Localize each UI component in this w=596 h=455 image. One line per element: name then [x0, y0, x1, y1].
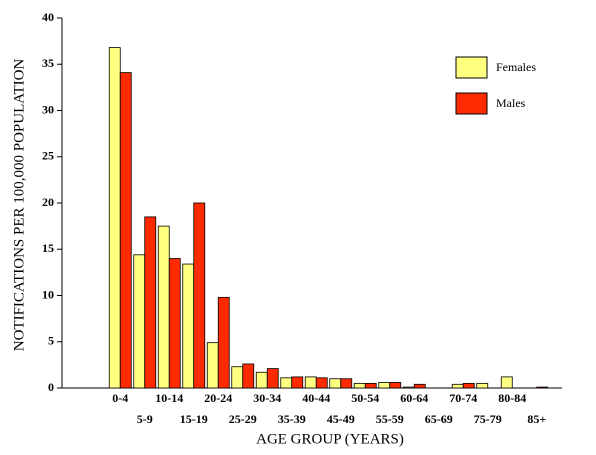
- bar: [378, 382, 391, 389]
- bar: [451, 383, 464, 389]
- bar: [157, 225, 170, 389]
- bar: [193, 202, 206, 389]
- x-tick-label: 45-49: [327, 412, 355, 426]
- x-tick-label: 70-74: [449, 391, 477, 405]
- x-tick-label: 65-69: [425, 412, 453, 426]
- y-tick-label: 35: [42, 56, 54, 70]
- x-tick-label: 30-34: [253, 391, 281, 405]
- bar: [168, 258, 181, 389]
- bar: [231, 366, 244, 389]
- x-tick-label: 55-59: [376, 412, 404, 426]
- bar: [304, 376, 317, 389]
- x-tick-label: 85+: [527, 412, 546, 426]
- x-tick-label: 50-54: [351, 391, 379, 405]
- bar: [266, 368, 279, 389]
- x-tick-label: 60-64: [400, 391, 428, 405]
- x-tick-label: 40-44: [302, 391, 330, 405]
- x-tick-label: 80-84: [498, 391, 526, 405]
- legend-label: Males: [496, 96, 526, 110]
- y-tick-label: 20: [42, 195, 54, 209]
- x-tick-label: 5-9: [137, 412, 153, 426]
- legend-label: Females: [496, 60, 536, 74]
- bar: [108, 47, 121, 389]
- bar: [353, 382, 366, 389]
- legend-swatch: [455, 92, 488, 115]
- bar: [217, 296, 230, 389]
- x-tick-label: 20-24: [204, 391, 232, 405]
- x-tick-label: 10-14: [155, 391, 183, 405]
- bar: [182, 263, 195, 389]
- bar: [242, 363, 255, 389]
- y-tick-label: 15: [42, 241, 54, 255]
- bar: [500, 376, 513, 389]
- bar: [119, 72, 132, 389]
- y-tick-label: 30: [42, 102, 54, 116]
- x-tick-label: 15-19: [180, 412, 208, 426]
- x-tick-label: 35-39: [278, 412, 306, 426]
- y-tick-label: 0: [48, 380, 54, 394]
- y-tick-label: 40: [42, 10, 54, 24]
- bar: [329, 378, 342, 389]
- bar: [536, 386, 549, 389]
- x-axis-title: AGE GROUP (YEARS): [256, 431, 404, 447]
- bar: [340, 378, 353, 389]
- bar: [364, 382, 377, 389]
- bar: [291, 376, 304, 389]
- bar: [402, 386, 415, 389]
- y-tick-label: 5: [48, 334, 54, 348]
- bar: [462, 382, 475, 389]
- bar: [315, 377, 328, 389]
- bar: [133, 254, 146, 389]
- bar: [144, 216, 157, 389]
- x-tick-label: 75-79: [474, 412, 502, 426]
- y-tick-label: 10: [42, 287, 54, 301]
- y-tick-label: 25: [42, 149, 54, 163]
- x-tick-label: 0-4: [112, 391, 128, 405]
- bar: [280, 377, 293, 389]
- y-axis-title: NOTIFICATIONS PER 100,000 POPULATION: [11, 59, 27, 352]
- x-tick-label: 25-29: [229, 412, 257, 426]
- bar: [389, 382, 402, 389]
- bar: [476, 382, 489, 389]
- bar: [206, 342, 219, 389]
- bar: [413, 383, 426, 389]
- legend-swatch: [455, 56, 488, 79]
- bar: [255, 371, 268, 389]
